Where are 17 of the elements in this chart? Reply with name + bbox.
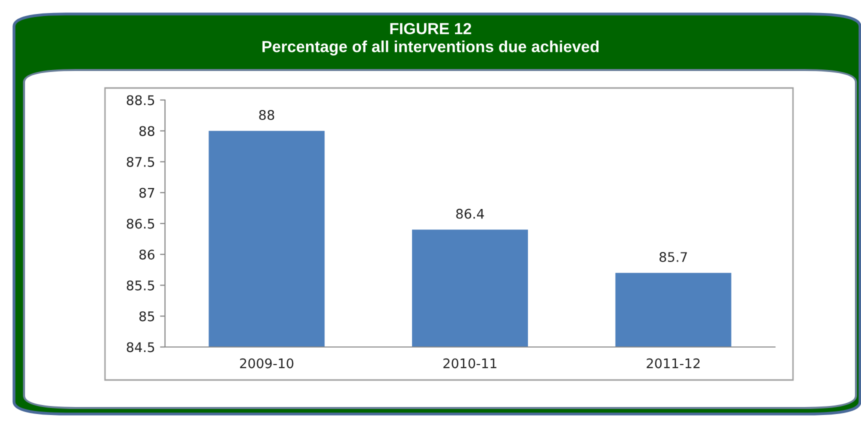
x-tick-label: 2009-10 — [240, 358, 294, 368]
y-tick-label: 88.5 — [126, 95, 154, 106]
y-tick-label: 86.5 — [126, 218, 154, 229]
y-tick-label: 87 — [139, 188, 154, 198]
y-tick-label: 87.5 — [126, 156, 154, 167]
x-tick-label: 2010-11 — [443, 358, 496, 368]
data-label: 86.4 — [456, 208, 484, 219]
y-tick-label: 84.5 — [126, 342, 154, 352]
x-tick-label: 2011-12 — [646, 358, 700, 368]
data-label: 88 — [259, 110, 274, 120]
y-tick-label: 85.5 — [126, 280, 154, 290]
data-label: 85.7 — [660, 252, 687, 262]
y-tick-label: 85 — [139, 311, 154, 322]
y-tick-label: 86 — [139, 250, 154, 260]
chart-title: FIGURE 12 — [390, 22, 472, 34]
chart-subtitle: Percentage of all interventions due achieved — [262, 40, 599, 56]
y-tick-label: 88 — [139, 126, 154, 136]
